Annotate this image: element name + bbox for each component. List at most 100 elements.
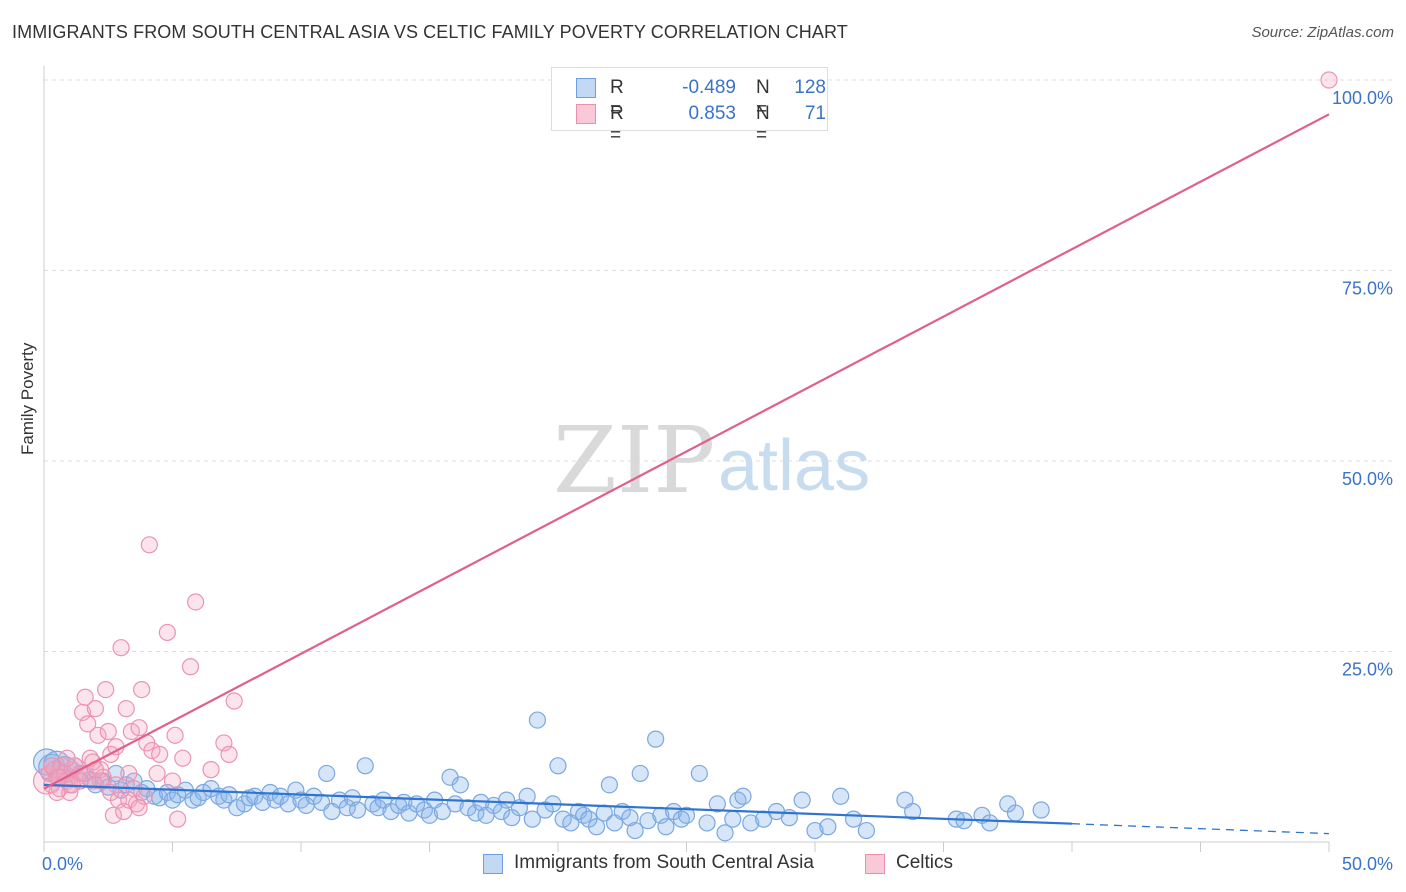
point-immigrants xyxy=(716,824,734,842)
legend-swatch-pink xyxy=(576,104,596,124)
legend-swatch-celtics xyxy=(865,854,885,874)
point-celtics xyxy=(86,700,105,718)
point-immigrants xyxy=(549,757,567,775)
x-tick-label: 0.0% xyxy=(42,854,83,874)
point-immigrants xyxy=(832,787,850,805)
point-immigrants xyxy=(742,814,760,832)
n-value: 128 xyxy=(794,77,826,98)
point-immigrants xyxy=(639,812,657,830)
point-celtics xyxy=(140,536,158,554)
y-tick-label: 50.0% xyxy=(1342,469,1393,489)
point-immigrants xyxy=(318,764,336,783)
point-immigrants xyxy=(467,804,485,822)
point-celtics xyxy=(76,688,94,706)
point-celtics xyxy=(117,700,135,718)
point-immigrants xyxy=(338,799,356,817)
point-celtics xyxy=(130,719,148,737)
point-celtics xyxy=(104,806,122,824)
point-immigrants xyxy=(724,810,742,828)
point-immigrants xyxy=(228,799,246,817)
point-immigrants xyxy=(621,809,639,827)
r-value: 0.853 xyxy=(688,103,736,124)
point-immigrants xyxy=(631,764,649,783)
n-label: N = xyxy=(756,77,770,120)
point-celtics xyxy=(122,722,140,741)
point-immigrants xyxy=(528,711,547,729)
point-immigrants xyxy=(587,818,606,836)
trend-line-immigrants xyxy=(43,783,1073,825)
point-immigrants xyxy=(626,821,644,840)
point-immigrants xyxy=(348,801,367,819)
legend-label-celtics: Celtics xyxy=(896,852,954,873)
point-immigrants xyxy=(844,810,863,828)
n-label: N = xyxy=(756,103,770,146)
point-celtics xyxy=(181,658,200,676)
point-celtics xyxy=(58,749,76,767)
point-celtics xyxy=(143,741,161,760)
trend-line-celtics xyxy=(43,113,1330,790)
point-immigrants xyxy=(793,791,811,809)
point-celtics xyxy=(166,726,184,744)
point-immigrants xyxy=(420,806,439,824)
series-immigrants-points xyxy=(32,711,1050,842)
point-celtics xyxy=(225,692,243,710)
y-tick-label: 100.0% xyxy=(1332,88,1393,108)
point-immigrants xyxy=(690,764,708,783)
point-celtics xyxy=(1320,71,1338,89)
tick-labels: 25.0% 50.0% 75.0% 100.0% 0.0% 50.0% xyxy=(42,88,1393,874)
trend-lines xyxy=(43,113,1330,835)
point-celtics xyxy=(174,749,192,767)
point-celtics xyxy=(148,764,166,783)
point-immigrants xyxy=(498,791,516,809)
point-celtics xyxy=(79,715,97,733)
point-celtics xyxy=(220,745,238,763)
point-celtics xyxy=(158,623,176,642)
point-immigrants xyxy=(657,818,675,836)
point-celtics xyxy=(48,783,66,802)
r-label: R = xyxy=(610,103,624,146)
point-immigrants xyxy=(981,814,999,832)
stats-legend: R = -0.489 N = 128 R = 0.853 N = 71 xyxy=(551,67,828,146)
axes xyxy=(43,66,1330,852)
point-immigrants xyxy=(904,802,922,821)
point-immigrants xyxy=(647,730,665,748)
point-immigrants xyxy=(819,818,837,836)
source-label: Source: ZipAtlas.com xyxy=(1251,24,1394,41)
y-tick-label: 25.0% xyxy=(1342,660,1393,680)
legend-swatch-immigrants xyxy=(483,854,503,874)
y-tick-label: 75.0% xyxy=(1342,279,1393,299)
point-immigrants xyxy=(734,787,752,805)
legend-swatch-blue xyxy=(576,78,596,98)
point-immigrants xyxy=(433,802,451,821)
y-axis-label: Family Poverty xyxy=(18,342,37,455)
point-celtics xyxy=(163,772,182,790)
point-immigrants xyxy=(523,810,541,828)
legend-label-immigrants: Immigrants from South Central Asia xyxy=(514,852,814,873)
point-celtics xyxy=(151,745,169,763)
point-immigrants xyxy=(857,821,876,840)
chart-title: IMMIGRANTS FROM SOUTH CENTRAL ASIA VS CE… xyxy=(12,22,848,42)
gridlines xyxy=(44,79,1396,652)
point-immigrants xyxy=(451,776,469,794)
point-celtics xyxy=(120,764,138,783)
point-celtics xyxy=(89,726,107,744)
trend-line-immigrants-extension xyxy=(1071,823,1330,835)
point-celtics xyxy=(133,680,151,699)
point-celtics xyxy=(99,722,117,741)
point-immigrants xyxy=(600,776,619,794)
watermark: ZIP atlas xyxy=(553,407,870,514)
point-immigrants xyxy=(356,757,374,775)
n-value: 71 xyxy=(804,103,826,124)
point-immigrants xyxy=(518,787,536,805)
point-celtics xyxy=(130,799,148,817)
point-immigrants xyxy=(677,806,696,824)
point-immigrants xyxy=(1032,801,1050,819)
point-celtics xyxy=(202,761,220,779)
point-immigrants xyxy=(1006,804,1025,822)
point-celtics xyxy=(187,593,205,611)
r-label: R = xyxy=(610,77,624,120)
point-immigrants xyxy=(806,821,824,840)
point-immigrants xyxy=(279,795,297,813)
point-celtics xyxy=(169,810,187,828)
